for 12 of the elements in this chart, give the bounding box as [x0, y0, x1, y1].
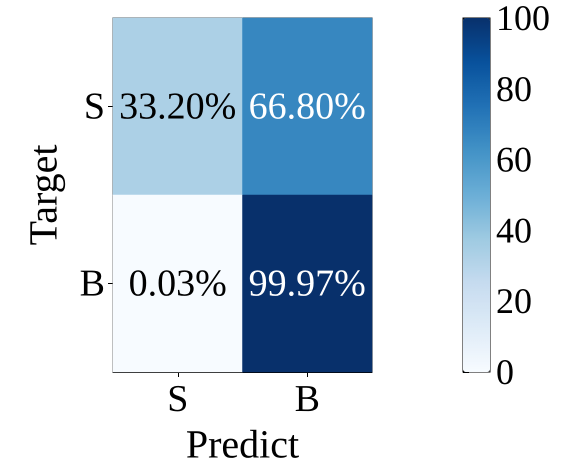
color-bar-label: 80 — [496, 68, 532, 109]
color-bar-label: 40 — [496, 210, 532, 250]
data-label: 99.97% — [248, 262, 366, 304]
color-bar-label: 60 — [496, 140, 532, 180]
color-bar-label: 100 — [496, 0, 550, 38]
y-axis-title: Target — [20, 144, 66, 246]
x-axis-title: Predict — [186, 422, 300, 466]
data-label: 33.20% — [119, 86, 236, 128]
data-label: 0.03% — [128, 262, 227, 304]
color-bar-label: 0 — [496, 352, 514, 392]
color-bar-label: 20 — [496, 281, 532, 322]
data-label: 66.80% — [248, 86, 366, 128]
